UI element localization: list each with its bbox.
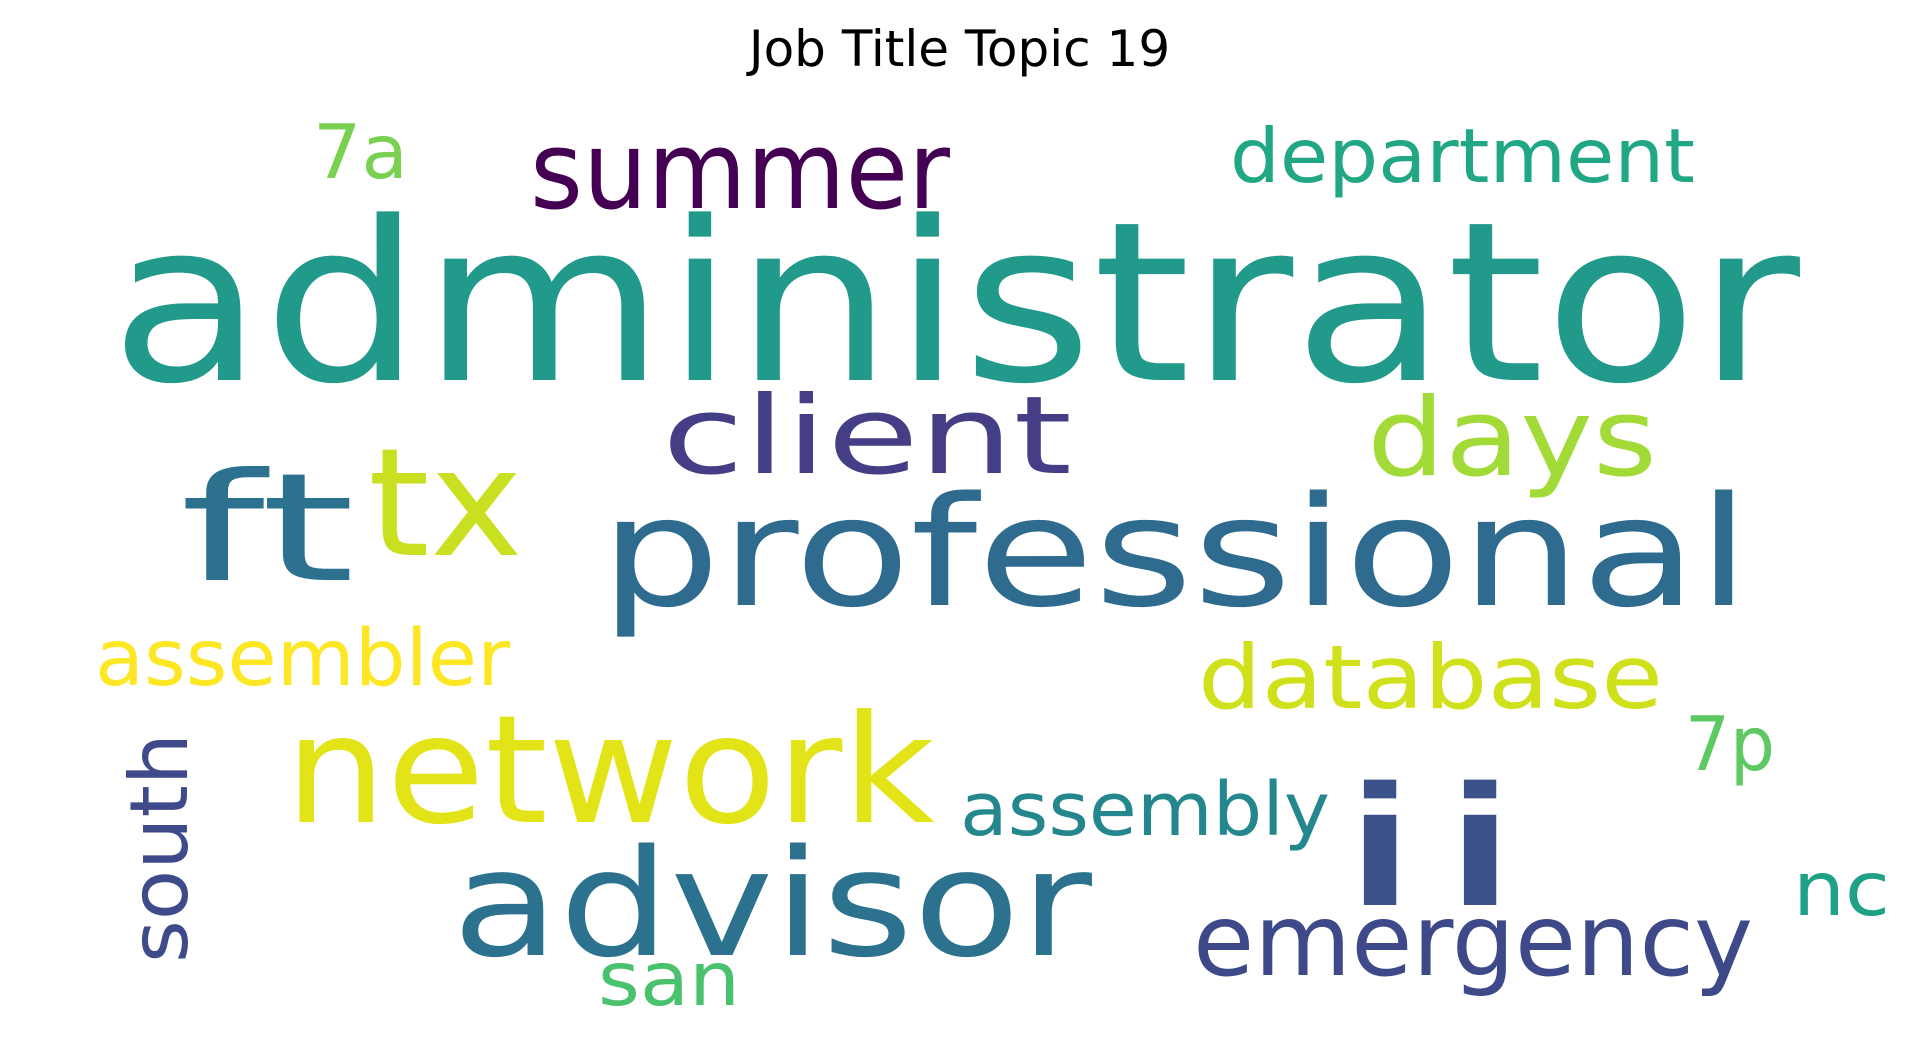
word-ft: ft: [180, 442, 355, 616]
word-days: days: [1367, 376, 1657, 501]
word-database: database: [1198, 626, 1663, 729]
word-department: department: [1230, 112, 1695, 200]
word-emergency: emergency: [1193, 882, 1753, 999]
word-7p: 7p: [1685, 700, 1775, 788]
word-san: san: [598, 935, 740, 1023]
word-summer: summer: [530, 109, 951, 234]
word-advisor: advisor: [452, 818, 1092, 990]
word-assembly: assembly: [960, 767, 1330, 853]
word-south: south: [113, 733, 206, 963]
word-nc: nc: [1793, 845, 1890, 933]
word-ii: ii: [1330, 752, 1530, 944]
word-professional: professional: [600, 464, 1750, 641]
word-7a: 7a: [313, 108, 408, 196]
word-tx: tx: [368, 417, 523, 591]
word-administrator: administrator: [110, 175, 1801, 433]
chart-title: Job Title Topic 19: [748, 20, 1171, 78]
word-assembler: assembler: [95, 614, 511, 704]
word-client: client: [662, 374, 1072, 499]
word-network: network: [285, 684, 935, 858]
